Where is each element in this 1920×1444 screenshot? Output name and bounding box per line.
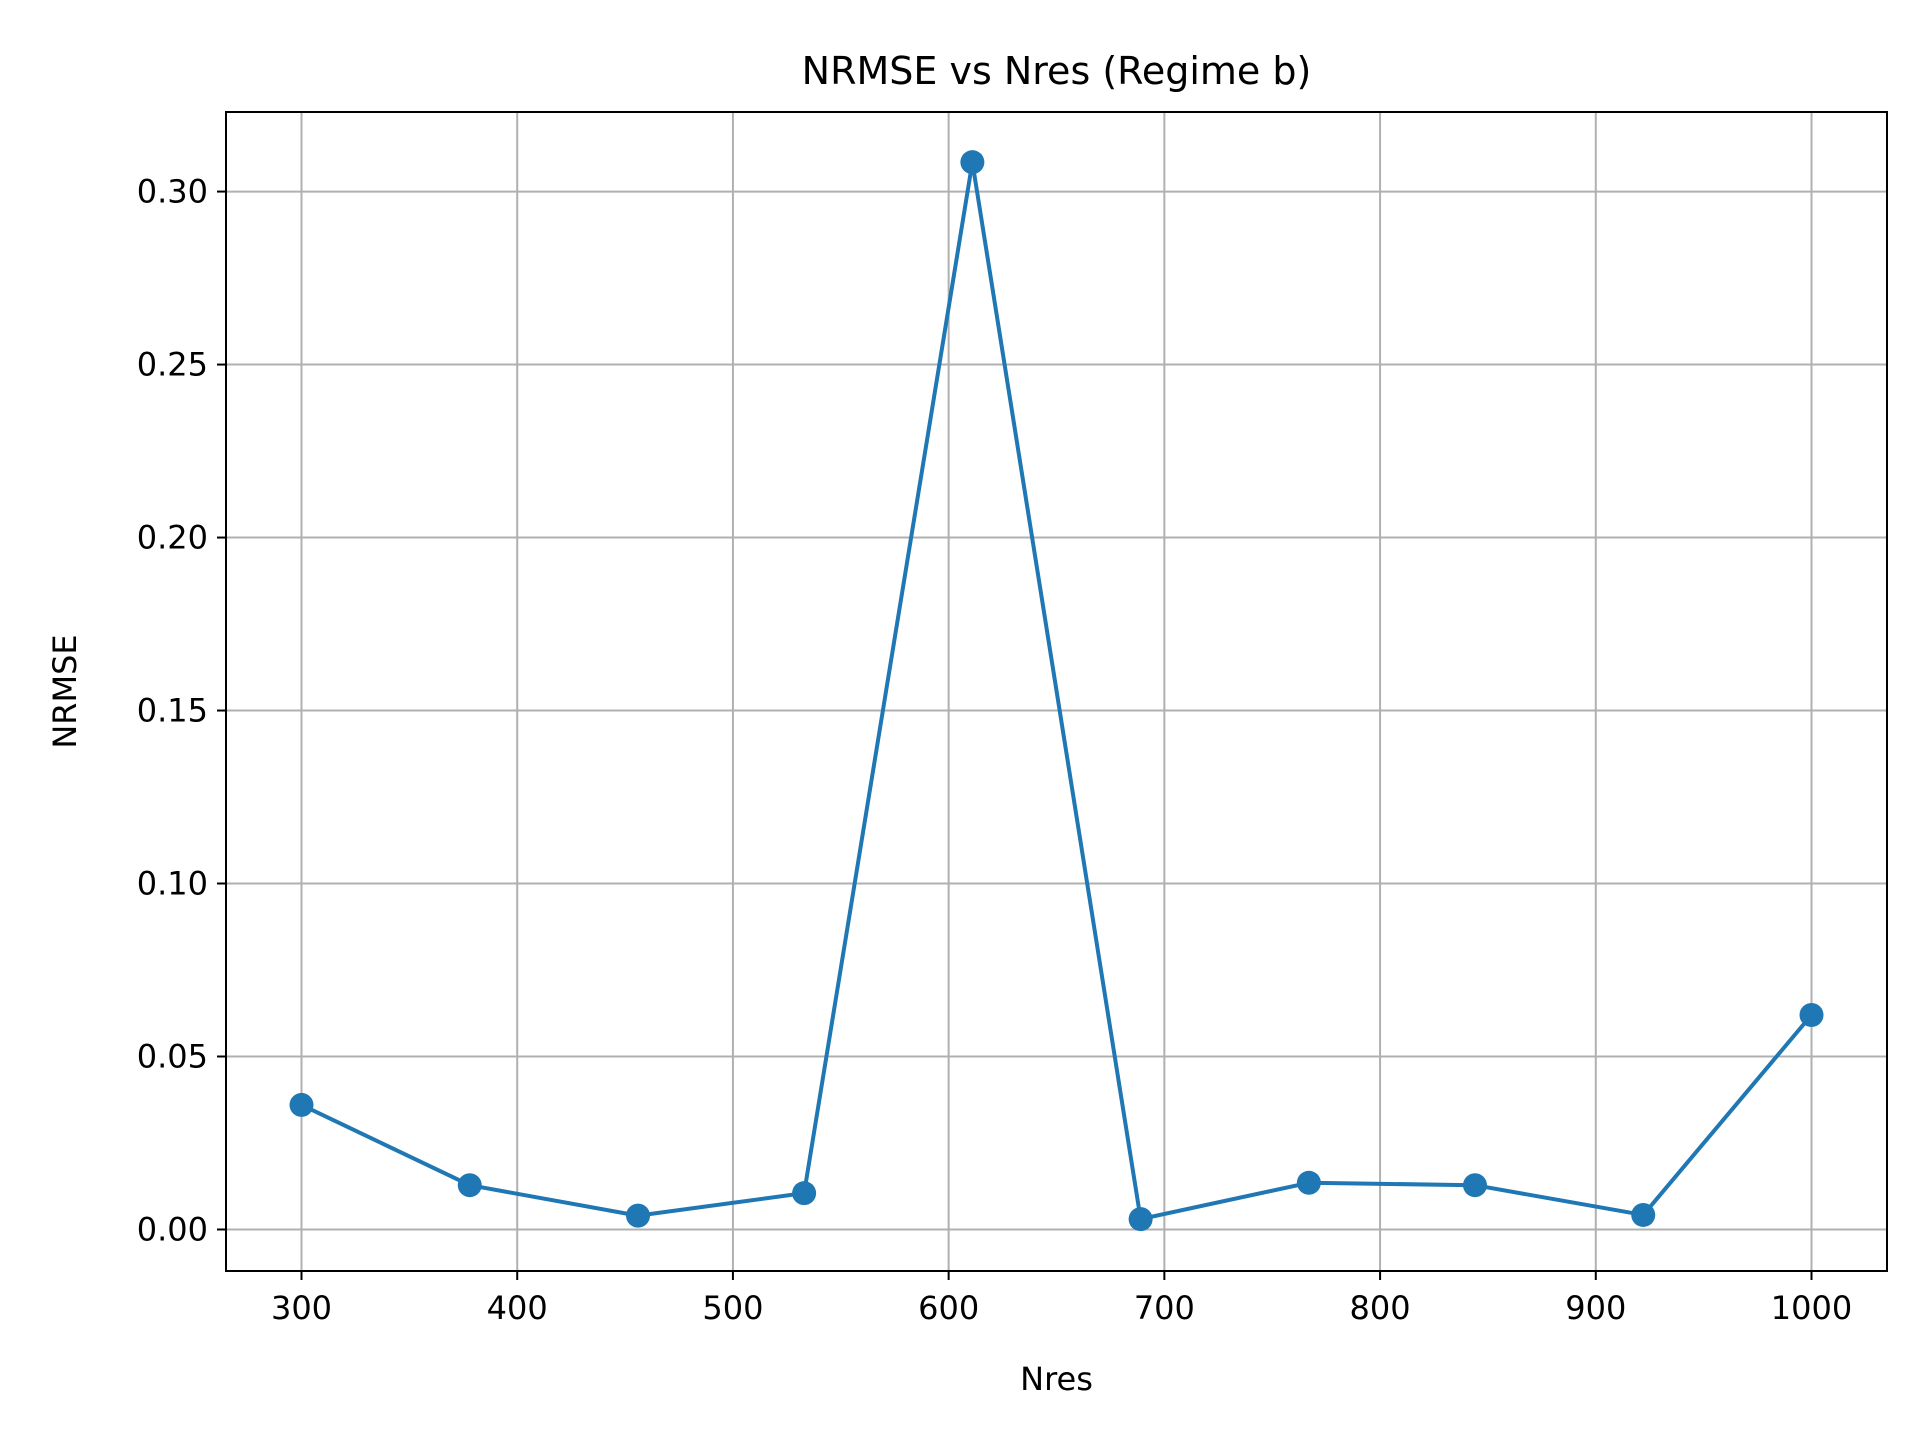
x-tick-label: 500: [702, 1289, 763, 1327]
data-point: [1799, 1002, 1824, 1027]
x-tick-label: 1000: [1771, 1289, 1852, 1327]
y-tick-label: 0.30: [137, 173, 208, 211]
data-point: [1462, 1173, 1487, 1198]
data-point: [1128, 1207, 1153, 1232]
series-layer: [289, 150, 1824, 1232]
data-point: [1296, 1170, 1321, 1195]
x-axis-label: Nres: [1020, 1360, 1093, 1398]
y-axis-label: NRMSE: [46, 634, 84, 748]
y-tick-label: 0.10: [137, 865, 208, 903]
x-tick-label: 600: [918, 1289, 979, 1327]
data-point: [792, 1181, 817, 1206]
y-tick-label: 0.00: [137, 1210, 208, 1248]
y-axis-ticks: 0.00 0.05 0.10 0.15 0.20 0.25 0.30: [137, 173, 226, 1248]
series-line: [300, 160, 1814, 1222]
data-point: [289, 1092, 314, 1117]
data-point: [960, 150, 985, 175]
data-point: [457, 1173, 482, 1198]
plot-frame: [225, 111, 1888, 1272]
grid-lines: [226, 112, 1887, 1271]
data-point: [1631, 1202, 1656, 1227]
x-axis-ticks: 300 400 500 600 700 800 900 1000: [271, 1271, 1852, 1327]
chart-title: NRMSE vs Nres (Regime b): [802, 49, 1312, 93]
y-tick-label: 0.15: [137, 692, 208, 730]
x-tick-label: 800: [1350, 1289, 1411, 1327]
x-tick-label: 400: [487, 1289, 548, 1327]
data-point: [626, 1203, 651, 1228]
x-tick-label: 900: [1565, 1289, 1626, 1327]
y-tick-label: 0.05: [137, 1037, 208, 1075]
x-tick-label: 300: [271, 1289, 332, 1327]
x-tick-label: 700: [1134, 1289, 1195, 1327]
y-tick-label: 0.20: [137, 519, 208, 557]
y-tick-label: 0.25: [137, 346, 208, 384]
